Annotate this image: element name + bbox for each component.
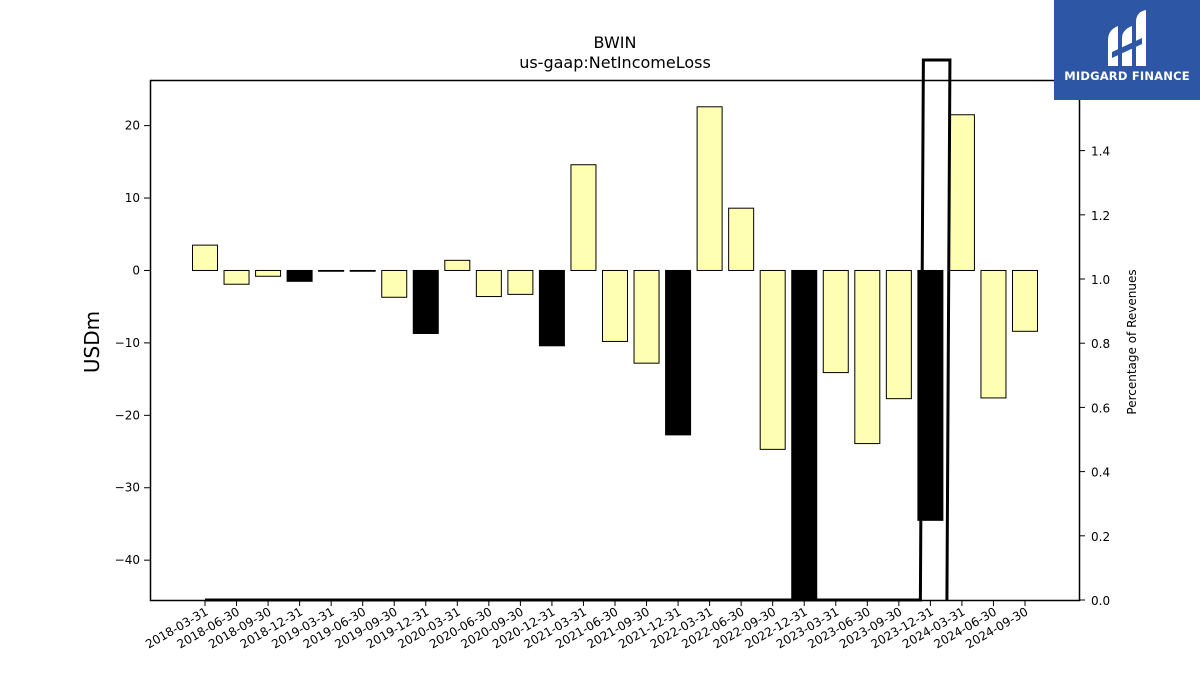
y-tick-label: 20 — [125, 119, 140, 133]
y-tick-label: −40 — [115, 553, 140, 567]
bar — [286, 269, 313, 282]
y2-tick-label: 1.0 — [1091, 273, 1110, 287]
chart-subtitle: us-gaap:NetIncomeLoss — [519, 53, 711, 72]
bar — [507, 269, 534, 295]
bar — [538, 269, 565, 347]
bar — [412, 269, 439, 334]
y2-tick-label: 0.4 — [1091, 466, 1110, 480]
bar — [980, 269, 1007, 399]
y2-tick-label: 0.8 — [1091, 337, 1110, 351]
y-tick-label: −20 — [115, 408, 140, 422]
y-axis-label-right: Percentage of Revenues — [1125, 269, 1139, 414]
bar — [759, 269, 786, 450]
bar — [318, 269, 345, 272]
bar — [602, 269, 628, 342]
bar — [349, 269, 376, 272]
bar — [948, 114, 975, 271]
midgard-finance-logo: MIDGARD FINANCE — [1054, 0, 1200, 100]
bar — [791, 269, 818, 601]
plot-frame — [149, 79, 1081, 602]
bar — [444, 259, 471, 271]
bar — [885, 269, 912, 400]
bar — [570, 164, 597, 271]
y2-tick-label: 0.6 — [1091, 401, 1110, 415]
y2-tick-label: 0.0 — [1091, 594, 1110, 608]
logo-mark-icon — [1108, 10, 1146, 66]
bar — [665, 269, 692, 436]
y-tick-label: −30 — [115, 481, 140, 495]
y-tick-label: 10 — [125, 191, 140, 205]
chart-title: BWIN — [594, 33, 637, 52]
bar — [381, 269, 408, 298]
y2-tick-label: 1.2 — [1091, 209, 1110, 223]
bar — [728, 207, 755, 271]
y2-tick-label: 0.2 — [1091, 530, 1110, 544]
bar — [475, 269, 502, 298]
y-tick-label: 0 — [132, 263, 140, 277]
y-tick-label: −10 — [115, 336, 140, 350]
y-axis-left: 20 10 0 −10 −20 −30 −40 — [115, 119, 150, 567]
bar — [822, 269, 849, 374]
logo-text: MIDGARD FINANCE — [1064, 69, 1190, 83]
bar — [1012, 269, 1038, 332]
bar — [223, 269, 250, 285]
bar — [633, 269, 660, 364]
bar — [854, 269, 881, 445]
bar — [192, 244, 218, 271]
y-axis-label-left: USDm — [80, 311, 104, 373]
y2-tick-label: 1.4 — [1091, 145, 1110, 159]
bar — [696, 106, 723, 271]
bar — [255, 269, 282, 277]
